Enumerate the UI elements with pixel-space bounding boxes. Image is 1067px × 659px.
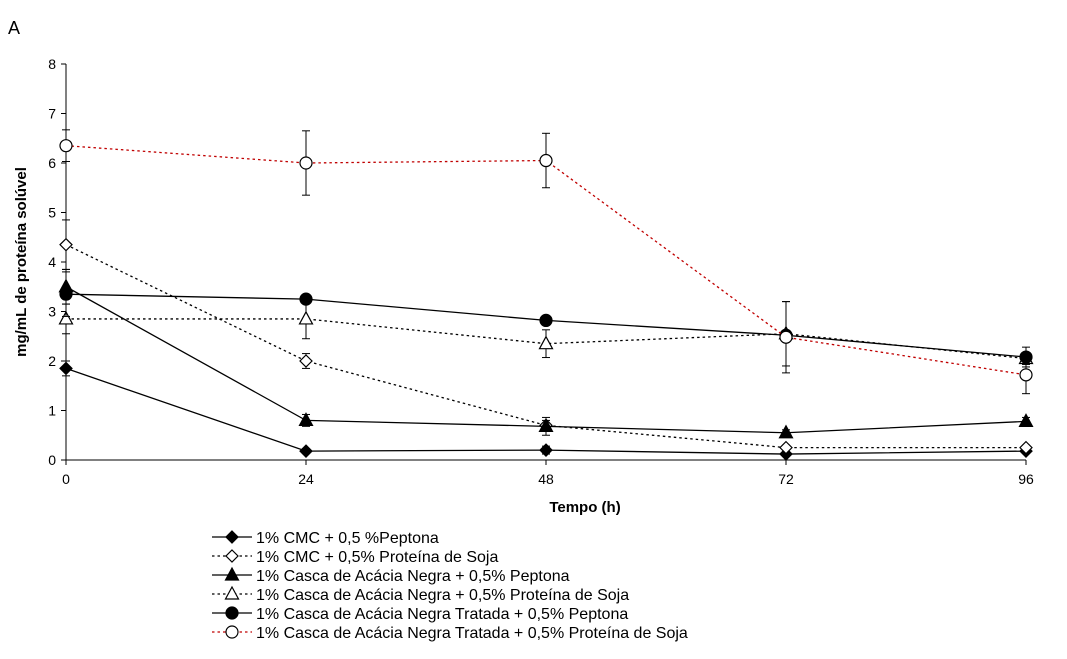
legend: 1% CMC + 0,5 %Peptona 1% CMC + 0,5% Prote… xyxy=(212,530,688,642)
data-point xyxy=(779,440,793,455)
data-point xyxy=(778,424,794,439)
series-6 xyxy=(59,129,1033,395)
series-layer xyxy=(58,129,1034,461)
data-point xyxy=(1019,368,1033,382)
legend-item-4: 1% Casca de Acácia Negra + 0,5% Proteína… xyxy=(212,585,629,604)
data-point xyxy=(59,237,73,252)
data-point xyxy=(539,313,553,328)
legend-marker xyxy=(224,566,240,581)
x-tick-label: 48 xyxy=(538,471,554,487)
legend-label: 1% Casca de Acácia Negra + 0,5% Peptona xyxy=(256,568,570,585)
series-2 xyxy=(59,219,1033,455)
legend-item-6: 1% Casca de Acácia Negra Tratada + 0,5% … xyxy=(212,625,688,642)
data-point xyxy=(298,412,314,426)
legend-item-1: 1% CMC + 0,5 %Peptona xyxy=(212,530,439,547)
data-point xyxy=(59,287,73,301)
data-point xyxy=(298,310,314,325)
legend-item-2: 1% CMC + 0,5% Proteína de Soja xyxy=(212,549,498,566)
series-line xyxy=(65,286,1027,434)
data-point xyxy=(779,330,793,344)
legend-label: 1% Casca de Acácia Negra Tratada + 0,5% … xyxy=(256,625,688,642)
legend-label: 1% Casca de Acácia Negra Tratada + 0,5% … xyxy=(256,606,628,623)
data-point xyxy=(58,310,74,325)
y-axis-title: mg/mL de proteína solúvel xyxy=(13,167,30,357)
x-tick-label: 24 xyxy=(298,471,314,487)
data-point xyxy=(1019,440,1033,455)
x-ticks: 0 24 48 72 96 xyxy=(62,460,1034,487)
data-point xyxy=(538,418,554,432)
data-point xyxy=(59,139,73,153)
axes xyxy=(65,64,1026,461)
data-point xyxy=(299,156,313,170)
data-point xyxy=(538,335,554,350)
y-tick-label: 0 xyxy=(48,452,56,468)
legend-label: 1% CMC + 0,5 %Peptona xyxy=(256,530,439,547)
legend-marker xyxy=(225,530,239,544)
y-tick-label: 8 xyxy=(48,56,56,72)
legend-marker xyxy=(225,625,239,639)
data-point xyxy=(1018,413,1034,427)
x-tick-label: 72 xyxy=(778,471,794,487)
legend-label: 1% CMC + 0,5% Proteína de Soja xyxy=(256,549,498,566)
data-point xyxy=(299,354,313,368)
legend-item-5: 1% Casca de Acácia Negra Tratada + 0,5% … xyxy=(212,606,628,623)
series-line xyxy=(66,318,1027,360)
y-tick-label: 7 xyxy=(48,106,56,122)
data-point xyxy=(59,361,73,376)
x-tick-label: 0 xyxy=(62,471,70,487)
data-point xyxy=(299,444,313,458)
y-tick-label: 3 xyxy=(48,304,56,320)
y-tick-label: 2 xyxy=(48,353,56,369)
legend-label: 1% Casca de Acácia Negra + 0,5% Proteína… xyxy=(256,587,629,604)
legend-marker xyxy=(224,585,240,600)
legend-marker xyxy=(225,549,239,563)
data-point xyxy=(539,443,553,457)
data-point xyxy=(299,292,313,306)
x-axis-title: Tempo (h) xyxy=(549,499,620,516)
series-4 xyxy=(58,298,1034,367)
y-tick-label: 5 xyxy=(48,205,56,221)
legend-marker xyxy=(225,606,239,620)
y-ticks: 0 1 2 3 4 5 6 7 8 xyxy=(48,56,66,468)
series-1 xyxy=(59,360,1033,461)
y-tick-label: 4 xyxy=(48,254,56,270)
y-tick-label: 6 xyxy=(48,155,56,171)
y-tick-label: 1 xyxy=(48,403,56,419)
panel-label: A xyxy=(8,18,20,38)
data-point xyxy=(539,153,553,168)
series-line xyxy=(65,367,1027,455)
legend-item-3: 1% Casca de Acácia Negra + 0,5% Peptona xyxy=(212,566,570,585)
x-tick-label: 96 xyxy=(1018,471,1034,487)
series-line xyxy=(65,244,1026,449)
